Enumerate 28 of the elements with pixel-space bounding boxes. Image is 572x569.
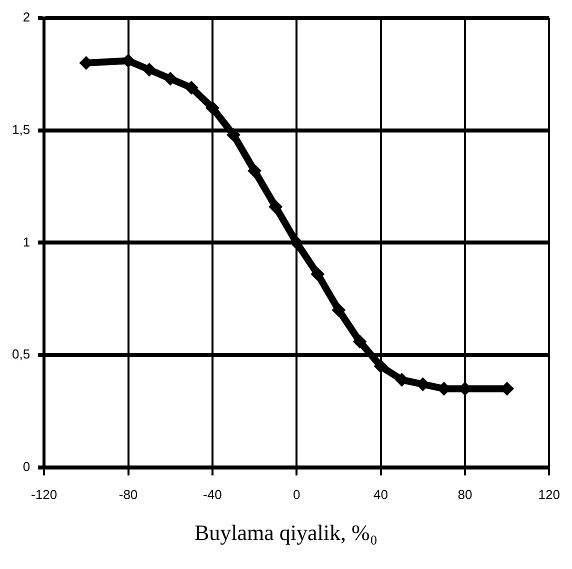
x-tick-label: 120 [538, 486, 560, 502]
point [354, 336, 366, 348]
x-tick-label: -40 [203, 486, 222, 502]
point [417, 378, 428, 390]
y-tick-label: 0 [22, 458, 30, 474]
point [228, 129, 239, 140]
x-tick-label: -80 [118, 486, 138, 502]
y-tick-label: 2 [22, 10, 30, 25]
y-tick-label: 0,5 [12, 346, 30, 362]
x-tick-label: 80 [458, 486, 472, 502]
point [144, 64, 155, 76]
point [396, 374, 408, 386]
y-tick-label: 1 [22, 234, 30, 250]
x-tick-label: -120 [31, 486, 58, 502]
point [206, 102, 218, 114]
point [312, 268, 324, 280]
point [164, 73, 176, 84]
x-tick-label: 0 [292, 486, 300, 502]
y-tick-label: 1,5 [12, 122, 30, 137]
point [186, 82, 197, 94]
point [502, 383, 513, 394]
x-axis-title: Buylama qiyalik, %₀ [193, 520, 379, 546]
point [291, 237, 302, 248]
point [270, 201, 282, 212]
point [333, 304, 344, 316]
x-tick-label: 40 [374, 486, 388, 502]
point [375, 360, 386, 372]
point [249, 165, 260, 176]
